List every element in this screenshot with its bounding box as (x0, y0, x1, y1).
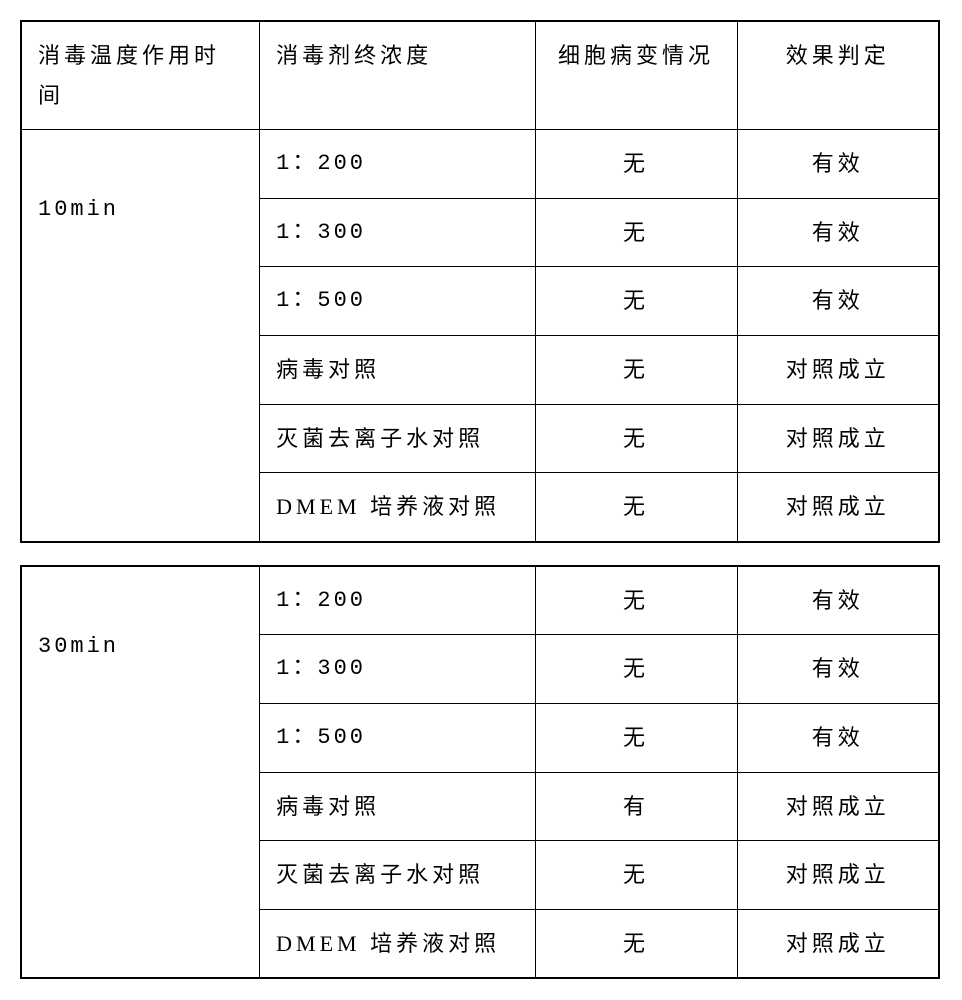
cell-cell: 无 (535, 909, 737, 978)
cell-cell: 无 (535, 198, 737, 267)
time-cell-30min: 30min (21, 566, 260, 979)
eff-cell: 有效 (737, 267, 939, 336)
conc-cell: 1：200 (260, 130, 535, 199)
conc-cell: 1：500 (260, 703, 535, 772)
conc-cell: DMEM 培养液对照 (260, 473, 535, 542)
conc-cell: 1：300 (260, 198, 535, 267)
eff-cell: 对照成立 (737, 909, 939, 978)
eff-cell: 有效 (737, 566, 939, 635)
cell-cell: 无 (535, 841, 737, 910)
eff-cell: 有效 (737, 635, 939, 704)
eff-cell: 对照成立 (737, 335, 939, 404)
table-10min: 消毒温度作用时间 消毒剂终浓度 细胞病变情况 效果判定 10min 1：200 … (20, 20, 940, 543)
conc-cell: 灭菌去离子水对照 (260, 404, 535, 473)
cell-cell: 无 (535, 635, 737, 704)
table-row: 10min 1：200 无 有效 (21, 130, 939, 199)
eff-cell: 对照成立 (737, 841, 939, 910)
conc-cell: DMEM 培养液对照 (260, 909, 535, 978)
conc-cell: 灭菌去离子水对照 (260, 841, 535, 910)
cell-cell: 无 (535, 473, 737, 542)
conc-cell: 1：200 (260, 566, 535, 635)
conc-cell: 病毒对照 (260, 772, 535, 841)
eff-cell: 对照成立 (737, 404, 939, 473)
header-cell: 细胞病变情况 (535, 21, 737, 130)
cell-cell: 无 (535, 404, 737, 473)
conc-cell: 病毒对照 (260, 335, 535, 404)
cell-cell: 有 (535, 772, 737, 841)
cell-cell: 无 (535, 566, 737, 635)
eff-cell: 有效 (737, 198, 939, 267)
cell-cell: 无 (535, 130, 737, 199)
table-gap (20, 543, 940, 565)
eff-cell: 对照成立 (737, 473, 939, 542)
header-row: 消毒温度作用时间 消毒剂终浓度 细胞病变情况 效果判定 (21, 21, 939, 130)
table-row: 30min 1：200 无 有效 (21, 566, 939, 635)
eff-cell: 有效 (737, 703, 939, 772)
header-conc: 消毒剂终浓度 (260, 21, 535, 130)
cell-cell: 无 (535, 703, 737, 772)
cell-cell: 无 (535, 267, 737, 336)
eff-cell: 对照成立 (737, 772, 939, 841)
cell-cell: 无 (535, 335, 737, 404)
header-eff: 效果判定 (737, 21, 939, 130)
tables-container: 消毒温度作用时间 消毒剂终浓度 细胞病变情况 效果判定 10min 1：200 … (20, 20, 940, 979)
eff-cell: 有效 (737, 130, 939, 199)
time-cell-10min: 10min (21, 130, 260, 542)
table-30min: 30min 1：200 无 有效 1：300 无 有效 1：500 无 有效 病… (20, 565, 940, 980)
header-time: 消毒温度作用时间 (21, 21, 260, 130)
conc-cell: 1：300 (260, 635, 535, 704)
conc-cell: 1：500 (260, 267, 535, 336)
